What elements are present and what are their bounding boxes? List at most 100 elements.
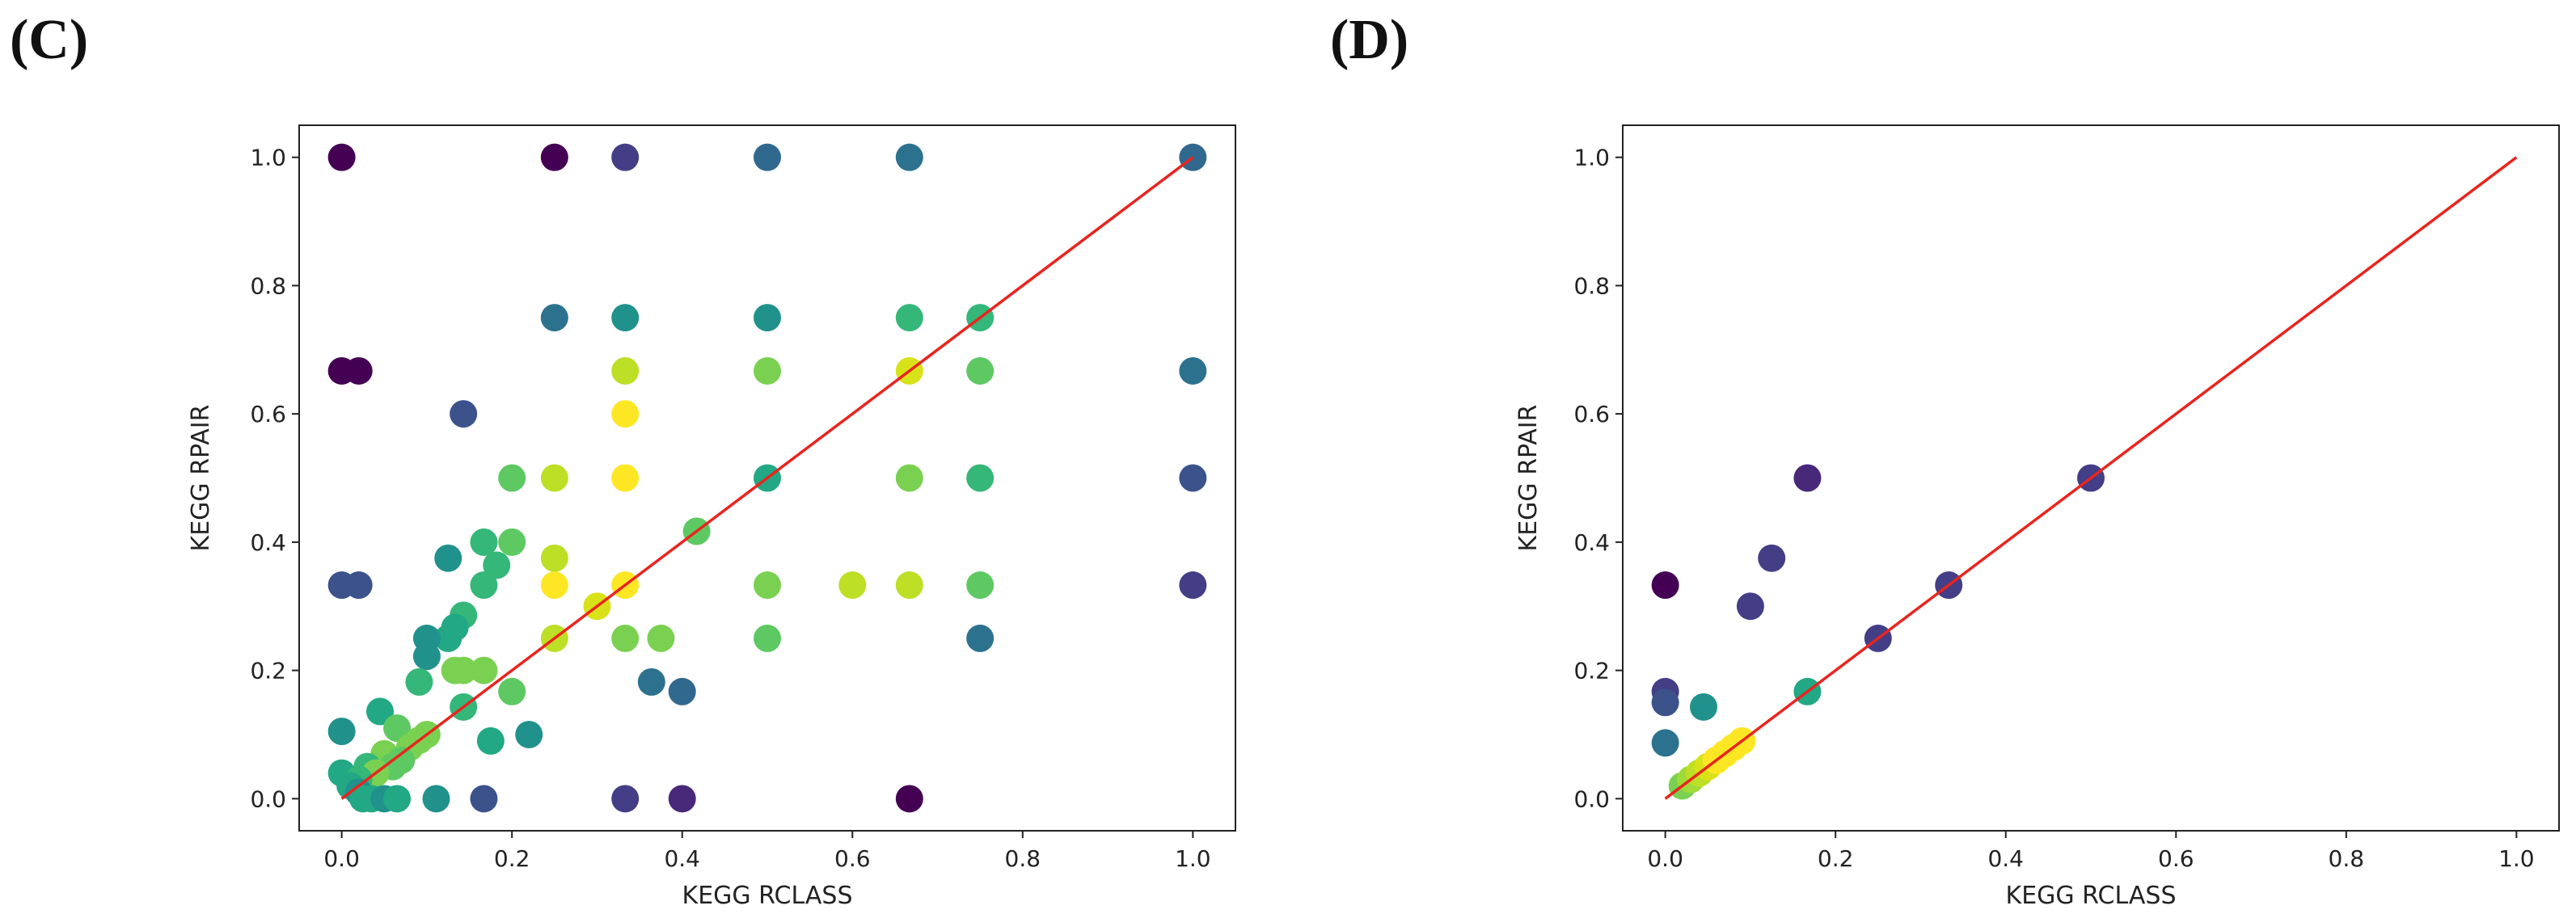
data-point [540, 571, 568, 600]
x-tick-label: 0.8 [1005, 845, 1041, 872]
x-tick-label: 0.6 [834, 845, 871, 872]
x-axis-label: KEGG RCLASS [682, 882, 853, 910]
data-point [611, 356, 640, 385]
y-tick-label: 0.8 [250, 272, 286, 299]
x-axis-label: KEGG RCLASS [2006, 882, 2177, 910]
data-point [1690, 693, 1718, 721]
data-point [422, 785, 450, 813]
plot-frame [298, 124, 1236, 832]
data-point [1793, 464, 1822, 492]
data-point [754, 143, 781, 171]
data-point [966, 464, 995, 492]
data-point [754, 571, 781, 600]
data-point [405, 668, 433, 696]
data-point [515, 720, 543, 748]
data-point [1651, 689, 1679, 717]
data-point [754, 356, 781, 385]
y-tick-label: 0.4 [1573, 529, 1610, 556]
x-tick-label: 0.2 [1818, 845, 1854, 872]
data-point [470, 656, 498, 684]
data-point [838, 571, 867, 600]
data-point [1651, 729, 1679, 757]
data-point [754, 624, 781, 652]
data-point [895, 571, 923, 600]
x-tick-label: 0.4 [1987, 845, 2024, 872]
data-point [498, 677, 526, 706]
data-point [434, 544, 462, 572]
data-point [483, 551, 511, 579]
data-point [668, 677, 696, 706]
data-point [966, 571, 995, 600]
reference-line [340, 156, 1194, 800]
data-point [895, 304, 923, 332]
y-tick-label: 0.8 [1573, 272, 1610, 299]
x-tick-label: 1.0 [1175, 845, 1211, 872]
data-point [498, 528, 526, 556]
data-point [498, 464, 526, 492]
data-point [966, 356, 995, 385]
data-point [450, 656, 478, 684]
data-point [637, 668, 665, 696]
data-point [1179, 464, 1207, 492]
data-point [1736, 592, 1764, 621]
data-point [470, 785, 498, 813]
y-tick-label: 0.6 [1573, 401, 1610, 428]
y-axis-label: KEGG RPAIR [187, 405, 215, 552]
y-tick-label: 1.0 [250, 145, 286, 171]
data-point [344, 571, 373, 600]
data-point [895, 143, 923, 171]
y-tick-label: 1.0 [1573, 145, 1610, 171]
data-point [470, 571, 498, 600]
reference-line [1664, 156, 2518, 800]
data-point [647, 624, 675, 652]
x-tick-label: 0.0 [323, 845, 360, 872]
data-point [1758, 544, 1786, 572]
data-point [540, 464, 568, 492]
panel-label-d: (D) [1330, 9, 1409, 71]
x-tick-label: 0.6 [2158, 845, 2194, 872]
x-tick-label: 0.8 [2329, 845, 2365, 872]
data-point [966, 624, 995, 652]
plot-frame [1622, 124, 2560, 832]
data-point [366, 697, 395, 726]
data-point [1179, 571, 1207, 600]
data-point [434, 624, 462, 652]
data-point [383, 785, 412, 813]
y-tick-label: 0.0 [250, 786, 286, 812]
data-point [327, 717, 356, 745]
y-tick-label: 0.2 [250, 658, 286, 684]
y-tick-label: 0.0 [1573, 786, 1610, 812]
data-point [754, 304, 781, 332]
data-point [611, 624, 640, 652]
y-tick-label: 0.6 [250, 401, 286, 428]
data-point [895, 785, 923, 813]
x-tick-label: 1.0 [2498, 845, 2535, 872]
data-point [611, 464, 640, 492]
data-point [540, 304, 568, 332]
data-point [540, 544, 568, 572]
data-point [476, 727, 505, 755]
panel-label-c: (C) [10, 9, 89, 71]
data-point [611, 400, 640, 428]
x-tick-label: 0.0 [1647, 845, 1683, 872]
data-point [412, 642, 441, 671]
data-point [1179, 356, 1207, 385]
y-axis-label: KEGG RPAIR [1514, 405, 1543, 552]
data-point [611, 785, 640, 813]
data-point [668, 785, 696, 813]
x-tick-label: 0.4 [664, 845, 700, 872]
data-point [344, 356, 373, 385]
data-point [1651, 571, 1679, 600]
x-tick-label: 0.2 [494, 845, 530, 872]
data-point [327, 143, 356, 171]
data-point [540, 143, 568, 171]
data-point [470, 528, 498, 556]
data-point [450, 400, 478, 428]
data-point [895, 464, 923, 492]
data-point [611, 143, 640, 171]
data-point [611, 304, 640, 332]
y-tick-label: 0.2 [1573, 658, 1610, 684]
y-tick-label: 0.4 [250, 529, 286, 556]
